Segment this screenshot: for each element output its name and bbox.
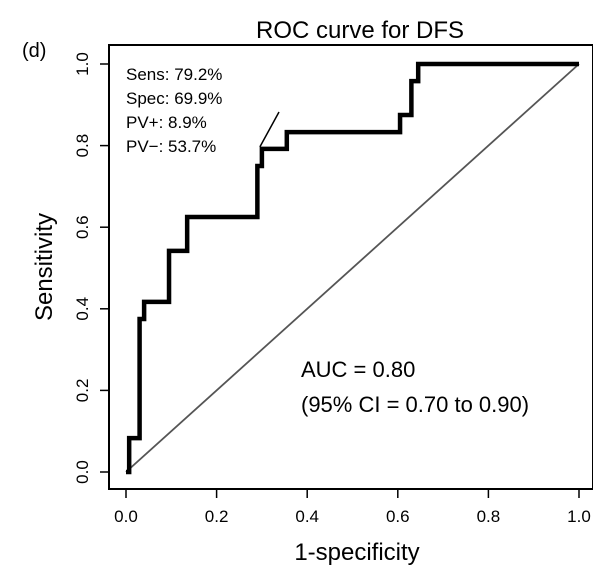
auc-label: AUC = 0.80	[301, 357, 415, 382]
x-tick-label-2: 0.4	[295, 507, 319, 526]
plot-frame	[108, 44, 593, 490]
cutoff-annotation-npv: PV−: 53.7%	[126, 137, 216, 156]
x-tick-label-4: 0.8	[477, 507, 501, 526]
auc-ci-label: (95% CI = 0.70 to 0.90)	[301, 392, 529, 417]
cutoff-annotation-sens: Sens: 79.2%	[126, 65, 222, 84]
panel-label: (d)	[22, 40, 46, 62]
cutoff-pointer-line	[259, 111, 280, 148]
x-tick-label-0: 0.0	[114, 507, 138, 526]
reference-diagonal-line	[125, 63, 580, 473]
roc-curve-line	[126, 61, 579, 475]
y-tick-label-5: 1.0	[73, 52, 92, 76]
x-axis-title: 1-specificity	[294, 539, 419, 566]
y-tick-label-3: 0.6	[73, 215, 92, 239]
y-axis-title: Sensitivity	[31, 213, 58, 321]
cutoff-annotation-spec: Spec: 69.9%	[126, 89, 222, 108]
chart-title: ROC curve for DFS	[256, 17, 464, 44]
x-tick-label-5: 1.0	[567, 507, 591, 526]
y-tick-label-1: 0.2	[73, 379, 92, 403]
cutoff-annotation-ppv: PV+: 8.9%	[126, 113, 207, 132]
x-tick-label-1: 0.2	[205, 507, 229, 526]
y-tick-label-0: 0.0	[73, 460, 92, 484]
x-tick-label-3: 0.6	[386, 507, 410, 526]
y-tick-label-4: 0.8	[73, 134, 92, 158]
plot-area: 0.0 0.2 0.4 0.6 0.8 1.0 0.0 0.2 0.4 0.6 0.8 1.0	[73, 44, 593, 526]
y-tick-label-2: 0.4	[73, 297, 92, 321]
